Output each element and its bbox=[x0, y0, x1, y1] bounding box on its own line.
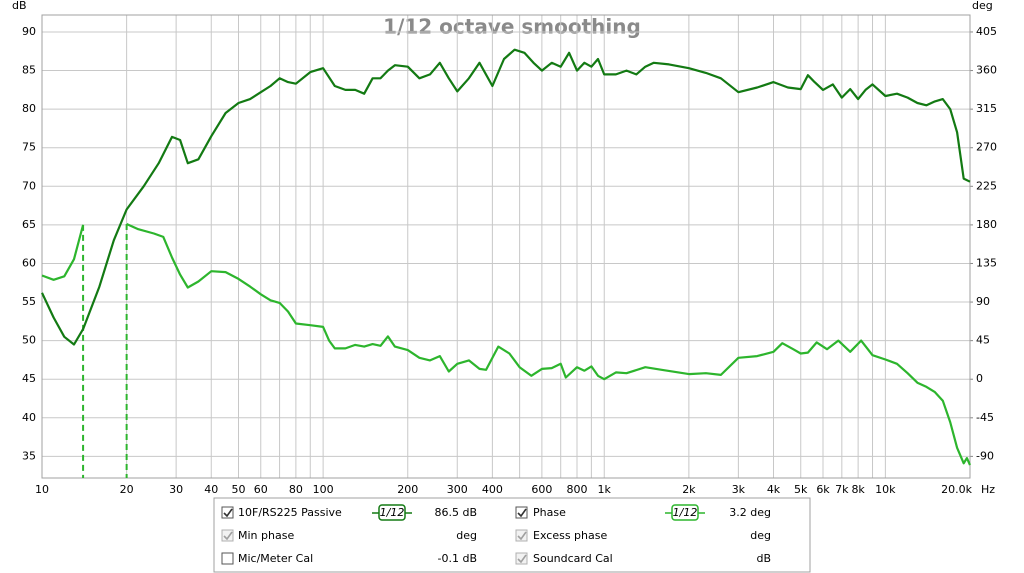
x-tick-label: 10 bbox=[35, 483, 49, 496]
checkbox[interactable] bbox=[221, 529, 234, 542]
y2-tick-label: 45 bbox=[976, 334, 990, 347]
checkbox-box bbox=[221, 552, 234, 565]
legend-label[interactable]: Phase bbox=[533, 506, 566, 519]
series bbox=[41, 48, 971, 346]
y-tick-label: 75 bbox=[22, 141, 36, 154]
y2-tick-label: 180 bbox=[976, 218, 997, 231]
checkbox-box bbox=[515, 552, 528, 565]
x-axis-label: Hz bbox=[981, 483, 995, 496]
x-tick-label: 50 bbox=[231, 483, 245, 496]
x-tick-label: 60 bbox=[254, 483, 268, 496]
x-tick-label: 5k bbox=[794, 483, 808, 496]
x-tick-label: 20.0k bbox=[941, 483, 972, 496]
y2-tick-label: 405 bbox=[976, 25, 997, 38]
legend-label[interactable]: 10F/RS225 Passive bbox=[238, 506, 342, 519]
x-tick-label: 10k bbox=[875, 483, 896, 496]
x-tick-label: 100 bbox=[313, 483, 334, 496]
y-tick-label: 35 bbox=[22, 449, 36, 462]
checkbox-box bbox=[221, 506, 234, 519]
y2-tick-label: 315 bbox=[976, 102, 997, 115]
x-tick-label: 30 bbox=[169, 483, 183, 496]
legend-readout: dB bbox=[756, 552, 771, 565]
checkbox-check bbox=[517, 531, 527, 541]
checkbox[interactable] bbox=[515, 529, 528, 542]
chart-title: 1/12 octave smoothing bbox=[383, 15, 641, 39]
series-line bbox=[41, 48, 971, 346]
y-tick-label: 70 bbox=[22, 179, 36, 192]
x-tick-label: 3k bbox=[732, 483, 746, 496]
y2-axis-label: deg bbox=[972, 0, 993, 12]
x-tick-label: 300 bbox=[447, 483, 468, 496]
x-tick-label: 6k bbox=[816, 483, 830, 496]
y-tick-label: 90 bbox=[22, 25, 36, 38]
series-line bbox=[41, 222, 972, 466]
y-tick-label: 55 bbox=[22, 295, 36, 308]
series bbox=[41, 222, 972, 478]
checkbox-check bbox=[223, 508, 233, 518]
x-tick-label: 80 bbox=[289, 483, 303, 496]
y-axis-label: dB bbox=[12, 0, 27, 12]
legend-readout: 3.2 deg bbox=[729, 506, 771, 519]
y2-tick-label: -45 bbox=[976, 411, 994, 424]
y-tick-label: 50 bbox=[22, 334, 36, 347]
x-tick-label: 400 bbox=[482, 483, 503, 496]
y-tick-label: 85 bbox=[22, 64, 36, 77]
x-tick-label: 800 bbox=[567, 483, 588, 496]
legend-panel bbox=[213, 497, 811, 573]
y-tick-label: 40 bbox=[22, 411, 36, 424]
x-tick-label: 200 bbox=[397, 483, 418, 496]
legend-label[interactable]: Mic/Meter Cal bbox=[238, 552, 313, 565]
checkbox-box bbox=[515, 529, 528, 542]
smoothing-label: 1/12 bbox=[380, 506, 405, 519]
legend-label[interactable]: Excess phase bbox=[533, 529, 607, 542]
checkbox-check bbox=[517, 508, 527, 518]
y2-tick-label: 225 bbox=[976, 179, 997, 192]
y2-tick-label: 360 bbox=[976, 64, 997, 77]
smoothing-button[interactable]: 1/12 bbox=[665, 504, 705, 521]
y2-tick-label: 135 bbox=[976, 256, 997, 269]
y-tick-label: 65 bbox=[22, 218, 36, 231]
checkbox-check bbox=[517, 554, 527, 564]
x-tick-label: 8k bbox=[851, 483, 865, 496]
checkbox-check bbox=[223, 531, 233, 541]
y-tick-label: 60 bbox=[22, 256, 36, 269]
x-tick-label: 600 bbox=[531, 483, 552, 496]
y-tick-label: 45 bbox=[22, 372, 36, 385]
y2-tick-label: 90 bbox=[976, 295, 990, 308]
x-tick-label: 1k bbox=[598, 483, 612, 496]
smoothing-box bbox=[378, 504, 406, 521]
smoothing-button[interactable]: 1/12 bbox=[372, 504, 412, 521]
y2-tick-label: 270 bbox=[976, 141, 997, 154]
legend-label[interactable]: Min phase bbox=[238, 529, 294, 542]
legend-readout: 86.5 dB bbox=[434, 506, 477, 519]
legend-label[interactable]: Soundcard Cal bbox=[533, 552, 613, 565]
y2-tick-label: -90 bbox=[976, 449, 994, 462]
legend-readout: -0.1 dB bbox=[438, 552, 478, 565]
x-tick-label: 20 bbox=[120, 483, 134, 496]
y-tick-label: 80 bbox=[22, 102, 36, 115]
legend-readout: deg bbox=[456, 529, 477, 542]
checkbox-box bbox=[221, 529, 234, 542]
checkbox[interactable] bbox=[515, 506, 528, 519]
x-tick-label: 2k bbox=[682, 483, 696, 496]
x-tick-label: 4k bbox=[767, 483, 781, 496]
checkbox[interactable] bbox=[515, 552, 528, 565]
y2-tick-label: 0 bbox=[976, 372, 983, 385]
legend-readout: deg bbox=[750, 529, 771, 542]
plot-frame bbox=[41, 14, 971, 479]
smoothing-box bbox=[671, 504, 699, 521]
x-tick-label: 7k bbox=[835, 483, 849, 496]
checkbox-box bbox=[515, 506, 528, 519]
checkbox[interactable] bbox=[221, 506, 234, 519]
checkbox[interactable] bbox=[221, 552, 234, 565]
x-tick-label: 40 bbox=[204, 483, 218, 496]
smoothing-label: 1/12 bbox=[673, 506, 698, 519]
